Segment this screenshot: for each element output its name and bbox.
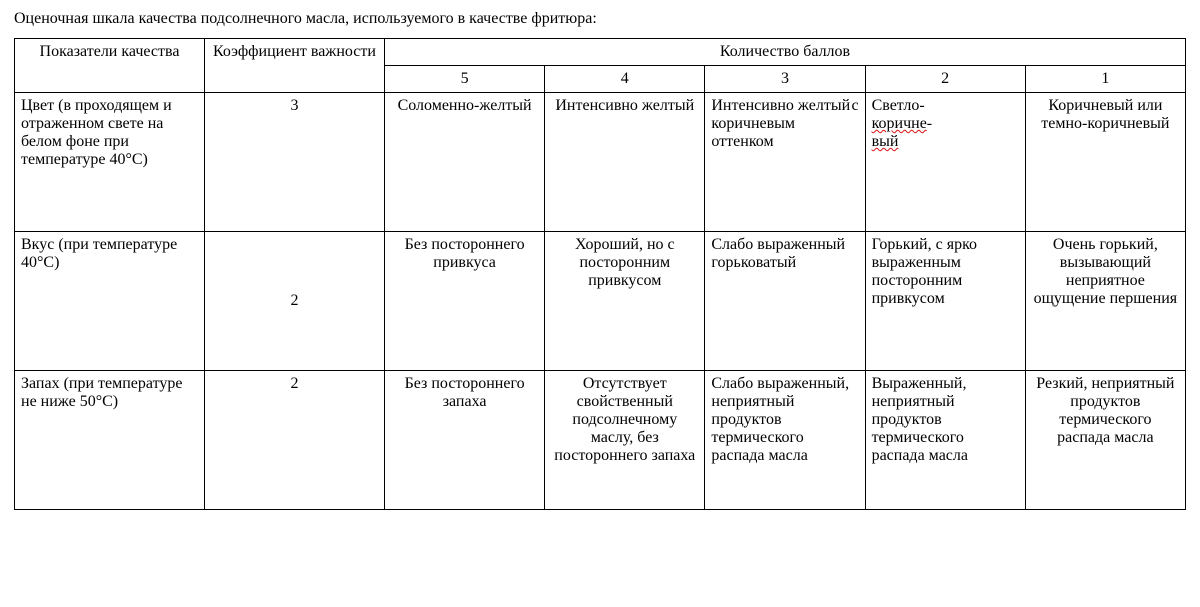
- cell-indicator: Цвет (в проходящем и отраженном свете на…: [15, 93, 205, 232]
- cell-score-5: Соломенно-желтый: [385, 93, 545, 232]
- table-row: Цвет (в проходящем и отраженном свете на…: [15, 93, 1186, 232]
- cell-score-1: Коричневый или темно-коричневый: [1025, 93, 1185, 232]
- header-scores-group: Количество баллов: [385, 39, 1186, 66]
- cell-indicator: Запах (при температуре не ниже 50°C): [15, 371, 205, 510]
- header-score-5: 5: [385, 66, 545, 93]
- header-score-1: 1: [1025, 66, 1185, 93]
- header-score-3: 3: [705, 66, 865, 93]
- cell-score-2: Горький, с ярко выраженным посторонним п…: [865, 232, 1025, 371]
- text-part: -: [927, 115, 932, 132]
- header-coef: Коэффициент важности: [205, 39, 385, 93]
- text-part: Интенсивно желтый: [711, 97, 850, 114]
- cell-score-4: Хороший, но с посторонним привкусом: [545, 232, 705, 371]
- header-score-4: 4: [545, 66, 705, 93]
- cell-score-2: Выраженный, неприятный продуктов термиче…: [865, 371, 1025, 510]
- text-misspelled: коричне: [872, 115, 927, 132]
- quality-scale-table: Показатели качества Коэффициент важности…: [14, 38, 1186, 510]
- cell-score-2: Светло- коричне- вый: [865, 93, 1025, 232]
- header-row-1: Показатели качества Коэффициент важности…: [15, 39, 1186, 66]
- text-part: коричневым оттенком: [711, 115, 795, 150]
- text-misspelled: вый: [872, 133, 899, 150]
- cell-score-3: Интенсивно желтый с коричневым оттенком: [705, 93, 865, 232]
- header-indicator: Показатели качества: [15, 39, 205, 93]
- page-title: Оценочная шкала качества подсолнечного м…: [14, 10, 1186, 28]
- cell-score-3: Слабо выраженный горьковатый: [705, 232, 865, 371]
- cell-score-4: Отсутствует свойственный подсолнечному м…: [545, 371, 705, 510]
- cell-score-1: Очень горький, вызывающий неприятное ощу…: [1025, 232, 1185, 371]
- table-row: Вкус (при температуре 40°C) 2 Без постор…: [15, 232, 1186, 371]
- header-score-2: 2: [865, 66, 1025, 93]
- cell-coef: 2: [205, 232, 385, 371]
- cell-indicator: Вкус (при температуре 40°C): [15, 232, 205, 371]
- cell-score-5: Без постороннего запаха: [385, 371, 545, 510]
- cell-score-3: Слабо выраженный, неприятный продуктов т…: [705, 371, 865, 510]
- text-part: Светло-: [872, 97, 925, 114]
- text-part: с: [851, 97, 858, 115]
- cell-score-5: Без постороннего привкуса: [385, 232, 545, 371]
- cell-score-1: Резкий, неприятный продуктов термическог…: [1025, 371, 1185, 510]
- cell-score-4: Интенсивно желтый: [545, 93, 705, 232]
- cell-coef: 2: [205, 371, 385, 510]
- cell-coef: 3: [205, 93, 385, 232]
- table-row: Запах (при температуре не ниже 50°C) 2 Б…: [15, 371, 1186, 510]
